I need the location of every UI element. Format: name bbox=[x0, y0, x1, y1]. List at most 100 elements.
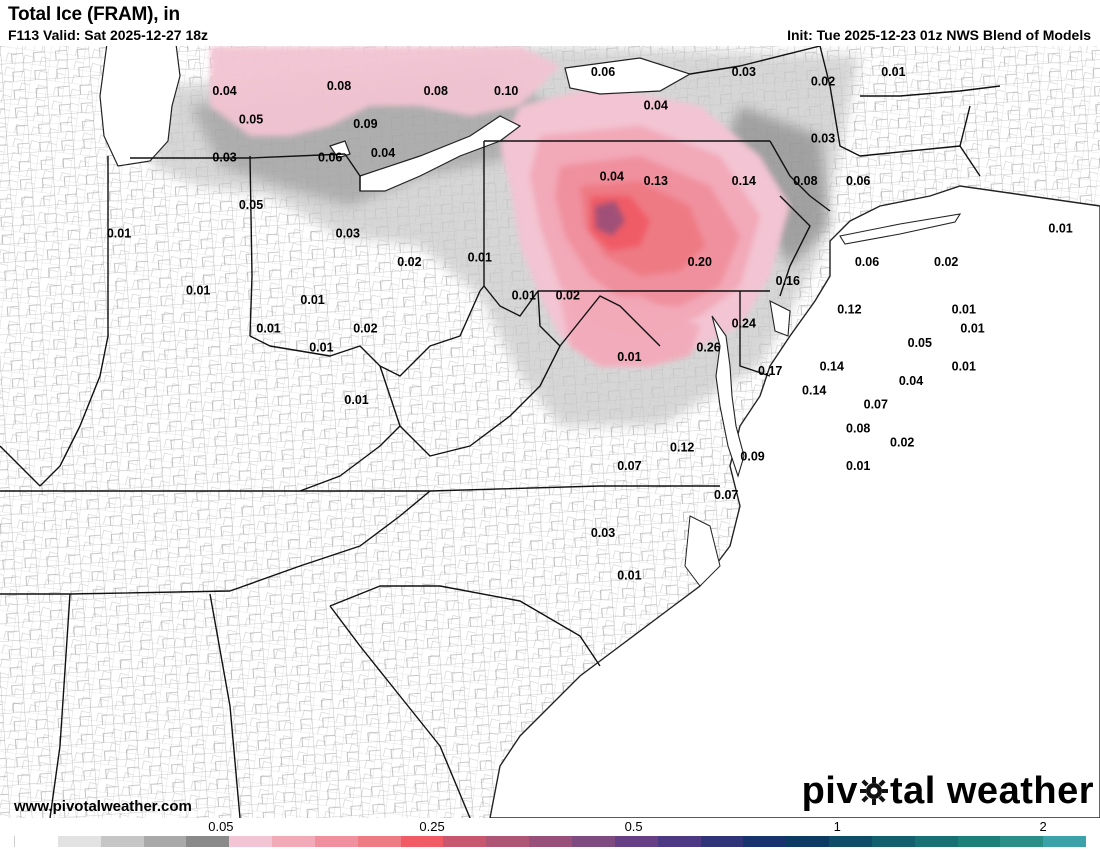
legend-tick-label: 2 bbox=[1039, 819, 1047, 834]
ice-value-label: 0.02 bbox=[556, 288, 580, 302]
ice-value-label: 0.02 bbox=[353, 322, 377, 336]
legend-swatch bbox=[614, 836, 658, 847]
ice-value-label: 0.03 bbox=[212, 151, 236, 165]
legend-swatch bbox=[529, 836, 572, 847]
ice-value-label: 0.12 bbox=[837, 303, 861, 317]
ice-value-label: 0.17 bbox=[758, 364, 782, 378]
ice-value-label: 0.02 bbox=[397, 255, 421, 269]
ice-value-label: 0.12 bbox=[670, 440, 694, 454]
ice-value-label: 0.01 bbox=[344, 393, 368, 407]
legend-tick-label: 0.25 bbox=[419, 819, 445, 834]
ice-value-label: 0.04 bbox=[644, 98, 668, 112]
legend-swatch bbox=[1043, 836, 1087, 847]
color-legend: 0.05 0.25 0.5 1 2 bbox=[14, 818, 1087, 850]
ice-value-label: 0.16 bbox=[776, 274, 800, 288]
ice-value-label: 0.01 bbox=[512, 288, 536, 302]
legend-swatch bbox=[400, 836, 444, 847]
ice-value-label: 0.02 bbox=[890, 436, 914, 450]
legend-swatch bbox=[1000, 836, 1044, 847]
ice-value-label: 0.01 bbox=[960, 322, 984, 336]
logo-text-left: piv bbox=[801, 770, 858, 812]
ice-value-label: 0.04 bbox=[899, 374, 923, 388]
ice-value-label: 0.13 bbox=[644, 174, 668, 188]
great-lakes bbox=[99, 46, 692, 192]
chesapeake-bay bbox=[711, 315, 745, 478]
legend-swatch bbox=[871, 836, 915, 847]
ice-value-label: 0.01 bbox=[881, 65, 905, 79]
ice-value-label: 0.03 bbox=[811, 132, 835, 146]
ice-value-label: 0.08 bbox=[327, 79, 351, 93]
ice-value-label: 0.07 bbox=[617, 459, 641, 473]
valid-time: F113 Valid: Sat 2025-12-27 18z bbox=[8, 27, 209, 43]
lake-michigan bbox=[99, 46, 181, 167]
header: Total Ice (FRAM), in F113 Valid: Sat 202… bbox=[0, 0, 1100, 46]
legend-swatch bbox=[700, 836, 744, 847]
site-url[interactable]: www.pivotalweather.com bbox=[14, 798, 192, 815]
ice-value-label: 0.08 bbox=[793, 174, 817, 188]
legend-swatch bbox=[314, 836, 358, 847]
ice-value-label: 0.24 bbox=[732, 317, 756, 331]
ice-value-label: 0.03 bbox=[591, 526, 615, 540]
ice-value-label: 0.09 bbox=[353, 117, 377, 131]
ice-value-label: 0.14 bbox=[802, 383, 826, 397]
ice-value-labels: 0.04 0.08 0.08 0.10 0.06 0.03 0.02 0.01 0.04 0.05… bbox=[107, 65, 1073, 583]
page-title: Total Ice (FRAM), in bbox=[8, 4, 180, 25]
ice-value-label: 0.26 bbox=[696, 341, 720, 355]
state-borders bbox=[0, 46, 1001, 818]
ice-value-label: 0.01 bbox=[107, 227, 131, 241]
legend-tick-label: 0.5 bbox=[624, 819, 643, 834]
ice-value-label: 0.07 bbox=[714, 488, 738, 502]
ice-value-label: 0.04 bbox=[371, 146, 395, 160]
pivotal-weather-logo: piv tal weather bbox=[802, 768, 1094, 814]
ice-value-label: 0.01 bbox=[846, 459, 870, 473]
ice-value-label: 0.01 bbox=[468, 250, 492, 264]
lake-ontario bbox=[564, 57, 692, 95]
ice-value-label: 0.01 bbox=[617, 569, 641, 583]
logo-text-right: tal weather bbox=[889, 770, 1094, 812]
long-island bbox=[839, 213, 962, 245]
ice-value-label: 0.01 bbox=[1048, 222, 1072, 236]
legend-swatch bbox=[657, 836, 701, 847]
ice-value-label: 0.14 bbox=[732, 174, 756, 188]
ice-value-label: 0.06 bbox=[318, 151, 342, 165]
delaware-bay bbox=[769, 300, 791, 337]
legend-swatch bbox=[914, 836, 958, 847]
ice-value-label: 0.02 bbox=[934, 255, 958, 269]
ice-value-label: 0.09 bbox=[740, 450, 764, 464]
ice-value-label: 0.06 bbox=[855, 255, 879, 269]
ice-value-label: 0.05 bbox=[239, 198, 263, 212]
gear-icon bbox=[859, 777, 888, 805]
ice-value-label: 0.04 bbox=[212, 84, 236, 98]
ice-value-label: 0.08 bbox=[424, 84, 448, 98]
ice-value-label: 0.05 bbox=[908, 336, 932, 350]
legend-swatch bbox=[486, 836, 530, 847]
ice-value-label: 0.08 bbox=[846, 421, 870, 435]
legend-swatch bbox=[571, 836, 615, 847]
legend-swatch bbox=[743, 836, 787, 847]
ice-value-label: 0.01 bbox=[186, 284, 210, 298]
ice-value-label: 0.01 bbox=[309, 341, 333, 355]
ice-value-label: 0.01 bbox=[952, 360, 976, 374]
ice-value-label: 0.04 bbox=[600, 170, 624, 184]
init-time: Init: Tue 2025-12-23 01z NWS Blend of Mo… bbox=[787, 27, 1091, 43]
legend-swatch bbox=[100, 836, 144, 847]
legend-swatch bbox=[143, 836, 187, 847]
ice-value-label: 0.03 bbox=[336, 227, 360, 241]
legend-swatch bbox=[186, 836, 230, 847]
forecast-map[interactable]: 0.04 0.08 0.08 0.10 0.06 0.03 0.02 0.01 0.04 0.05… bbox=[0, 46, 1100, 818]
ice-value-label: 0.01 bbox=[952, 303, 976, 317]
legend-swatch bbox=[957, 836, 1001, 847]
legend-swatch bbox=[357, 836, 401, 847]
ice-value-label: 0.01 bbox=[300, 293, 324, 307]
ice-value-label: 0.20 bbox=[688, 255, 712, 269]
ice-value-label: 0.14 bbox=[820, 360, 844, 374]
legend-bar bbox=[14, 836, 1087, 847]
ice-value-label: 0.02 bbox=[811, 75, 835, 89]
ice-value-label: 0.10 bbox=[494, 84, 518, 98]
legend-swatch bbox=[229, 836, 273, 847]
legend-swatch bbox=[786, 836, 830, 847]
ice-value-label: 0.05 bbox=[239, 113, 263, 127]
ice-value-label: 0.01 bbox=[617, 350, 641, 364]
ice-value-label: 0.06 bbox=[846, 174, 870, 188]
ice-value-label: 0.01 bbox=[256, 322, 280, 336]
